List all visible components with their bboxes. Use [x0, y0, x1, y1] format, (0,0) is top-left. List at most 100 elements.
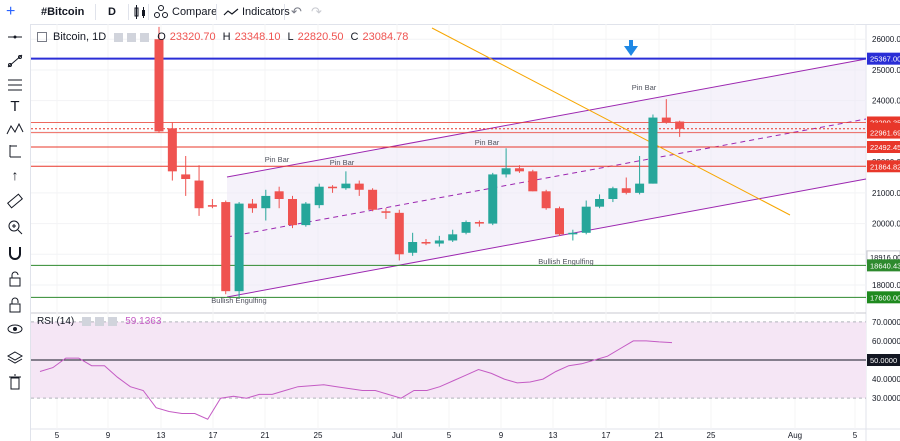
brush-tool-icon[interactable]: ↑ [11, 167, 19, 183]
price-badge-text: 17600.00 [870, 293, 900, 302]
candle-body [635, 183, 645, 193]
candle-body [661, 117, 671, 123]
candle-body [354, 183, 364, 190]
interval-button[interactable]: D [108, 6, 116, 18]
time-axis-label: 5 [55, 431, 60, 440]
time-axis-label: 21 [655, 431, 664, 440]
legend-low: 22820.50 [297, 31, 344, 43]
ruler-icon[interactable] [5, 192, 25, 210]
legend-symbol: Bitcoin, 1D [53, 31, 107, 43]
indicators-icon [223, 0, 239, 24]
main-legend: Bitcoin, 1D O 23320.70 H 23348.10 L 22820.5… [37, 31, 408, 43]
price-scale-label: 21000.00 [872, 189, 900, 198]
time-axis-label: 25 [707, 431, 716, 440]
compare-button[interactable]: Compare [172, 6, 218, 18]
time-axis-label: 9 [499, 431, 504, 440]
candle-body [474, 222, 484, 224]
legend-open-label: O [157, 31, 166, 43]
descending-trendline [431, 27, 791, 216]
toolbar-divider [148, 4, 149, 20]
redo-icon[interactable]: ↷ [311, 4, 322, 19]
more-icon[interactable] [140, 32, 150, 42]
top-toolbar: + #Bitcoin D Compare Indicators ↶ ↷ [0, 0, 900, 25]
pin-bar-label: Pin Bar [632, 83, 657, 92]
magnet-icon[interactable] [5, 244, 25, 262]
eye-icon[interactable] [5, 320, 25, 338]
candle-body [408, 242, 418, 253]
visibility-icon[interactable] [127, 32, 137, 42]
candle-body [381, 211, 391, 213]
price-scale-label: 23000.00 [872, 127, 900, 136]
rsi-value: 59.1363 [125, 316, 162, 327]
legend-close-label: C [350, 31, 359, 43]
price-badge-text: 22961.69 [870, 129, 900, 138]
price-badge [867, 160, 900, 173]
crosshair-icon[interactable]: + [6, 3, 16, 20]
candle-body [234, 203, 244, 292]
cursor-cross-icon[interactable] [5, 28, 25, 46]
rsi-name: RSI (14) [37, 316, 75, 327]
price-scale-label: 22000.00 [872, 158, 900, 167]
trash-icon[interactable] [5, 373, 25, 391]
candle-body [288, 198, 297, 226]
trend-line-tool-icon[interactable] [5, 52, 25, 70]
rsi-settings-icon[interactable] [82, 317, 92, 326]
arrow-down-icon [624, 46, 638, 56]
lock-icon[interactable] [5, 270, 25, 288]
price-badge [867, 122, 900, 135]
undo-icon[interactable]: ↶ [291, 4, 302, 19]
drawing-toolbar: T ↑ [0, 24, 31, 441]
candle-style-icon[interactable] [133, 0, 147, 24]
rsi-visibility-icon[interactable] [95, 317, 105, 326]
price-scale-label: 19000.00 [872, 250, 900, 259]
rsi-scale-label: 60.0000 [872, 337, 900, 346]
time-axis-label: 25 [314, 431, 323, 440]
zoom-icon[interactable] [5, 218, 25, 236]
candle-body [167, 128, 177, 172]
candle-body [328, 186, 338, 189]
price-scale-label: 24000.00 [872, 97, 900, 106]
collapse-legend-icon[interactable] [37, 32, 47, 42]
settings-icon[interactable] [114, 32, 124, 42]
arrow-down-icon [629, 40, 633, 48]
rsi-line [39, 340, 673, 420]
candle-body [194, 180, 204, 209]
candle-body [368, 189, 378, 210]
layers-icon[interactable] [5, 349, 25, 367]
candle-body [341, 183, 351, 189]
candle-body [501, 168, 511, 175]
compare-icon [153, 0, 169, 24]
candle-body [261, 195, 271, 209]
candle-body [648, 117, 658, 184]
price-badge-text: 25367.00 [870, 55, 900, 64]
price-badge-text: 21864.82 [870, 162, 900, 171]
candle-body [207, 205, 217, 207]
candle-body [154, 39, 164, 132]
candle-body [488, 174, 498, 224]
channel-fill [227, 59, 866, 297]
legend-high: 23348.10 [234, 31, 281, 43]
legend-open: 23320.70 [169, 31, 216, 43]
rsi-scale-label: 40.0000 [872, 375, 900, 384]
prediction-tool-icon[interactable] [5, 142, 25, 160]
candle-body [541, 191, 551, 209]
price-scale-label: 20000.00 [872, 220, 900, 229]
indicators-button[interactable]: Indicators [242, 6, 290, 18]
pin-bar-label: Pin Bar [265, 155, 290, 164]
price-badge [867, 116, 900, 129]
rsi-badge [867, 354, 900, 366]
text-tool-icon[interactable]: T [10, 98, 20, 115]
fib-tool-icon[interactable] [5, 76, 25, 94]
toolbar-divider [284, 4, 285, 20]
toolbar-divider [216, 4, 217, 20]
toolbar-divider [95, 4, 96, 20]
candle-body [448, 234, 458, 241]
symbol-search[interactable]: #Bitcoin [41, 6, 85, 18]
rsi-more-icon[interactable] [108, 317, 118, 326]
candle-body [555, 208, 564, 235]
time-axis-label: 9 [106, 431, 111, 440]
pattern-tool-icon[interactable] [5, 120, 25, 138]
channel-lower-line [226, 178, 867, 298]
unlock-icon[interactable] [5, 296, 25, 314]
